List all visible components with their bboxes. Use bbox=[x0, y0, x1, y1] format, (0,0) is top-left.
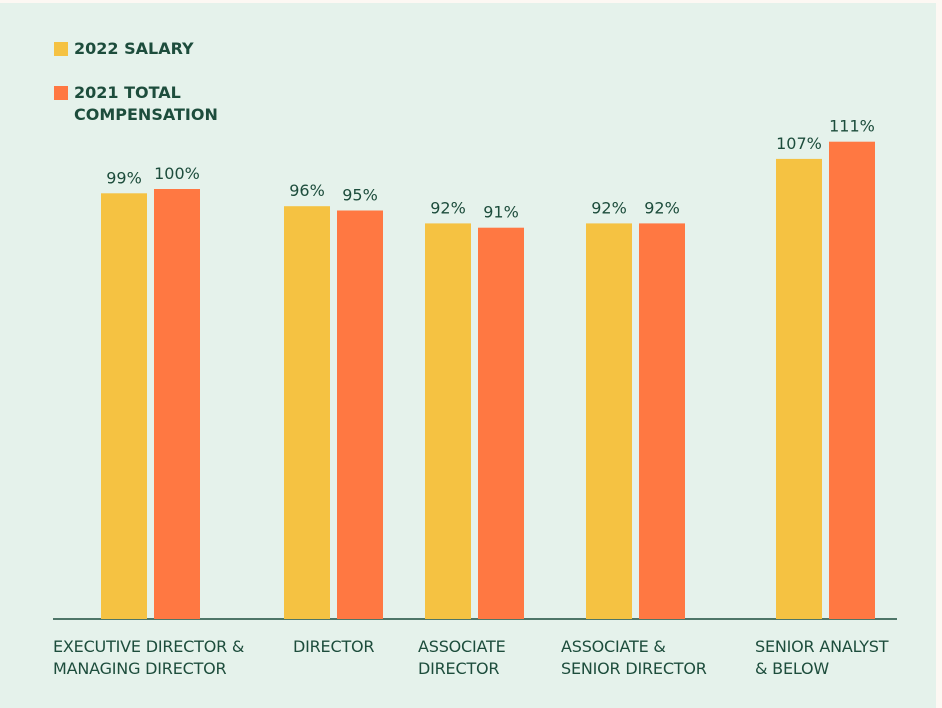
bar bbox=[425, 223, 471, 619]
x-tick-label: DIRECTOR bbox=[293, 637, 375, 656]
legend-swatch bbox=[54, 86, 68, 100]
bar bbox=[284, 206, 330, 619]
bar bbox=[101, 193, 147, 620]
x-tick-label: SENIOR ANALYST & BELOW bbox=[755, 637, 889, 678]
x-tick-label: ASSOCIATE & SENIOR DIRECTOR bbox=[561, 637, 707, 678]
legend-swatch bbox=[54, 42, 68, 56]
value-label: 100% bbox=[154, 164, 200, 183]
value-label: 95% bbox=[342, 186, 378, 205]
bar bbox=[776, 158, 822, 619]
bar bbox=[337, 210, 383, 619]
bar bbox=[586, 223, 632, 619]
value-label: 96% bbox=[289, 181, 325, 200]
bar bbox=[639, 223, 685, 619]
bar bbox=[829, 141, 875, 619]
value-label: 92% bbox=[644, 198, 680, 217]
value-label: 99% bbox=[106, 168, 142, 187]
value-label: 91% bbox=[483, 203, 519, 222]
x-tick-label: EXECUTIVE DIRECTOR & MANAGING DIRECTOR bbox=[53, 637, 245, 678]
legend-label: 2021 TOTAL COMPENSATION bbox=[74, 83, 218, 124]
value-label: 92% bbox=[591, 198, 627, 217]
bar bbox=[154, 189, 200, 619]
value-label: 107% bbox=[776, 134, 822, 153]
value-label: 111% bbox=[829, 117, 875, 136]
value-label: 92% bbox=[430, 198, 466, 217]
x-tick-label: ASSOCIATE DIRECTOR bbox=[418, 637, 506, 678]
legend-label: 2022 SALARY bbox=[74, 39, 194, 58]
bar bbox=[478, 227, 524, 619]
